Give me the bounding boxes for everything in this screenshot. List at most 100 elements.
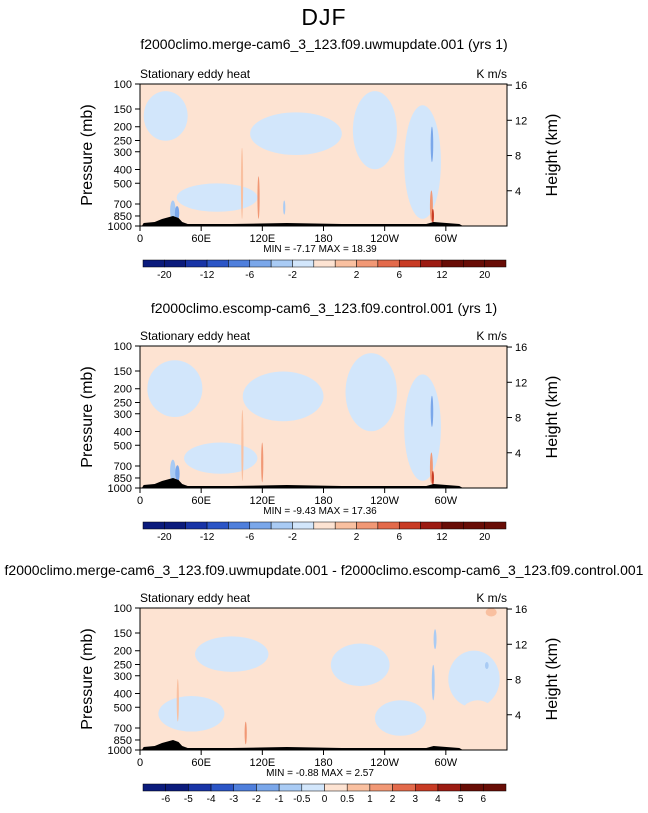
panel-1-title: f2000climo.merge-cam6_3_123.f09.uwmupdat…	[140, 36, 508, 52]
field-anomaly	[174, 206, 180, 221]
x-tick-label-0: 0	[137, 757, 143, 769]
colorbar-label: -12	[200, 532, 215, 543]
field-features	[147, 346, 496, 486]
colorbar-label: -12	[200, 270, 215, 281]
field-anomaly	[484, 661, 489, 670]
colorbar-bin	[292, 259, 315, 268]
colorbar-bin	[463, 521, 485, 530]
field-anomaly	[170, 200, 176, 221]
y-tick-label-100: 100	[114, 341, 132, 353]
x-tick-label-60E: 60E	[191, 233, 211, 245]
colorbar-label: 6	[396, 270, 402, 281]
y-right-tick-label-4: 4	[515, 448, 521, 460]
colorbar-bin	[142, 259, 165, 268]
colorbar-label: 4	[435, 794, 441, 805]
colorbar-bin	[420, 521, 443, 530]
y-right-tick-label-8: 8	[515, 151, 521, 163]
colorbar-label: -3	[229, 794, 238, 805]
field-anomaly	[374, 700, 427, 736]
field-anomaly	[345, 353, 397, 432]
colorbar-label: 12	[436, 532, 448, 543]
panel-1: Stationary eddy heat K m/s100150200250300…	[79, 67, 561, 281]
colorbar-label: 3	[412, 794, 418, 805]
y-tick-label-250: 250	[114, 660, 132, 672]
field-anomaly	[404, 105, 441, 219]
y-tick-label-700: 700	[114, 199, 132, 211]
field-anomaly	[143, 91, 188, 141]
y-tick-label-200: 200	[114, 384, 132, 396]
colorbar-bin	[377, 521, 400, 530]
colorbar-bin	[415, 783, 439, 792]
colorbar-bin	[188, 783, 212, 792]
y-right-tick-label-12: 12	[515, 377, 527, 389]
colorbar-label: -0.5	[293, 794, 311, 805]
y-tick-label-700: 700	[114, 723, 132, 735]
colorbar-bin	[256, 783, 280, 792]
y-tick-label-850: 850	[114, 735, 132, 747]
x-tick-label-180: 180	[314, 757, 332, 769]
y-tick-label-200: 200	[114, 646, 132, 658]
y-right-tick-label-16: 16	[515, 342, 527, 354]
panel-subtitle-left: Stationary eddy heat	[140, 591, 251, 605]
colorbar-bin	[324, 783, 348, 792]
colorbar-label: 0	[322, 794, 328, 805]
colorbar-bin	[484, 259, 507, 268]
colorbar-label: -6	[245, 270, 254, 281]
colorbar-bin	[270, 521, 293, 530]
field-anomaly	[151, 615, 188, 658]
colorbar-bin	[369, 783, 393, 792]
colorbar-bin	[356, 259, 379, 268]
colorbar-bin	[460, 783, 484, 792]
colorbar-label: -5	[184, 794, 193, 805]
colorbar-label: 2	[390, 794, 396, 805]
field-anomaly	[170, 459, 176, 483]
y-axis-title: Pressure (mb)	[79, 628, 96, 729]
colorbar-bin	[398, 259, 421, 268]
field-anomaly	[175, 465, 180, 483]
colorbar-bin	[249, 521, 272, 530]
colorbar-label: 0.5	[340, 794, 354, 805]
colorbar-label: -6	[245, 532, 254, 543]
field-anomaly	[301, 162, 353, 212]
field-anomaly	[261, 442, 264, 483]
colorbar-bin	[164, 259, 186, 268]
colorbar-bin	[142, 521, 165, 530]
y-right-tick-label-4: 4	[515, 710, 521, 722]
colorbar-bin	[483, 783, 507, 792]
y-tick-label-250: 250	[114, 398, 132, 410]
field-anomaly	[448, 650, 500, 708]
field-anomaly	[404, 374, 441, 481]
y-tick-label-500: 500	[114, 178, 132, 190]
colorbar-bin	[356, 521, 379, 530]
y-tick-label-1000: 1000	[108, 483, 132, 495]
field-anomaly	[431, 664, 435, 701]
field-anomaly	[240, 147, 244, 219]
colorbar-label: 6	[481, 794, 487, 805]
colorbar-bin	[392, 783, 416, 792]
colorbar: -6 -5 -4 -3 -2 -1 -0.5 0 0.5 1 2 3 4 5 6	[142, 783, 507, 805]
x-tick-label-120E: 120E	[249, 757, 275, 769]
colorbar-bin	[165, 783, 189, 792]
field-anomaly	[241, 409, 244, 481]
x-tick-label-180: 180	[314, 233, 332, 245]
y-right-tick-label-12: 12	[515, 639, 527, 651]
colorbar-label: -1	[275, 794, 284, 805]
field-features	[151, 608, 500, 745]
colorbar-bin	[346, 783, 371, 792]
colorbar-label: 5	[458, 794, 464, 805]
colorbar-label: -2	[252, 794, 261, 805]
colorbar-bin	[292, 521, 315, 530]
colorbar-label: -4	[207, 794, 216, 805]
y-tick-label-500: 500	[114, 702, 132, 714]
field-anomaly	[430, 395, 434, 427]
colorbar-bin	[441, 521, 464, 530]
terrain-mask	[141, 478, 463, 488]
colorbar-label: 6	[396, 532, 402, 543]
y-tick-label-150: 150	[114, 628, 132, 640]
x-tick-label-120W: 120W	[370, 757, 399, 769]
colorbar-bin	[437, 783, 461, 792]
field-anomaly	[158, 696, 225, 732]
stats-label: MIN = -7.17 MAX = 18.39	[263, 244, 377, 255]
colorbar-bin	[334, 259, 357, 268]
